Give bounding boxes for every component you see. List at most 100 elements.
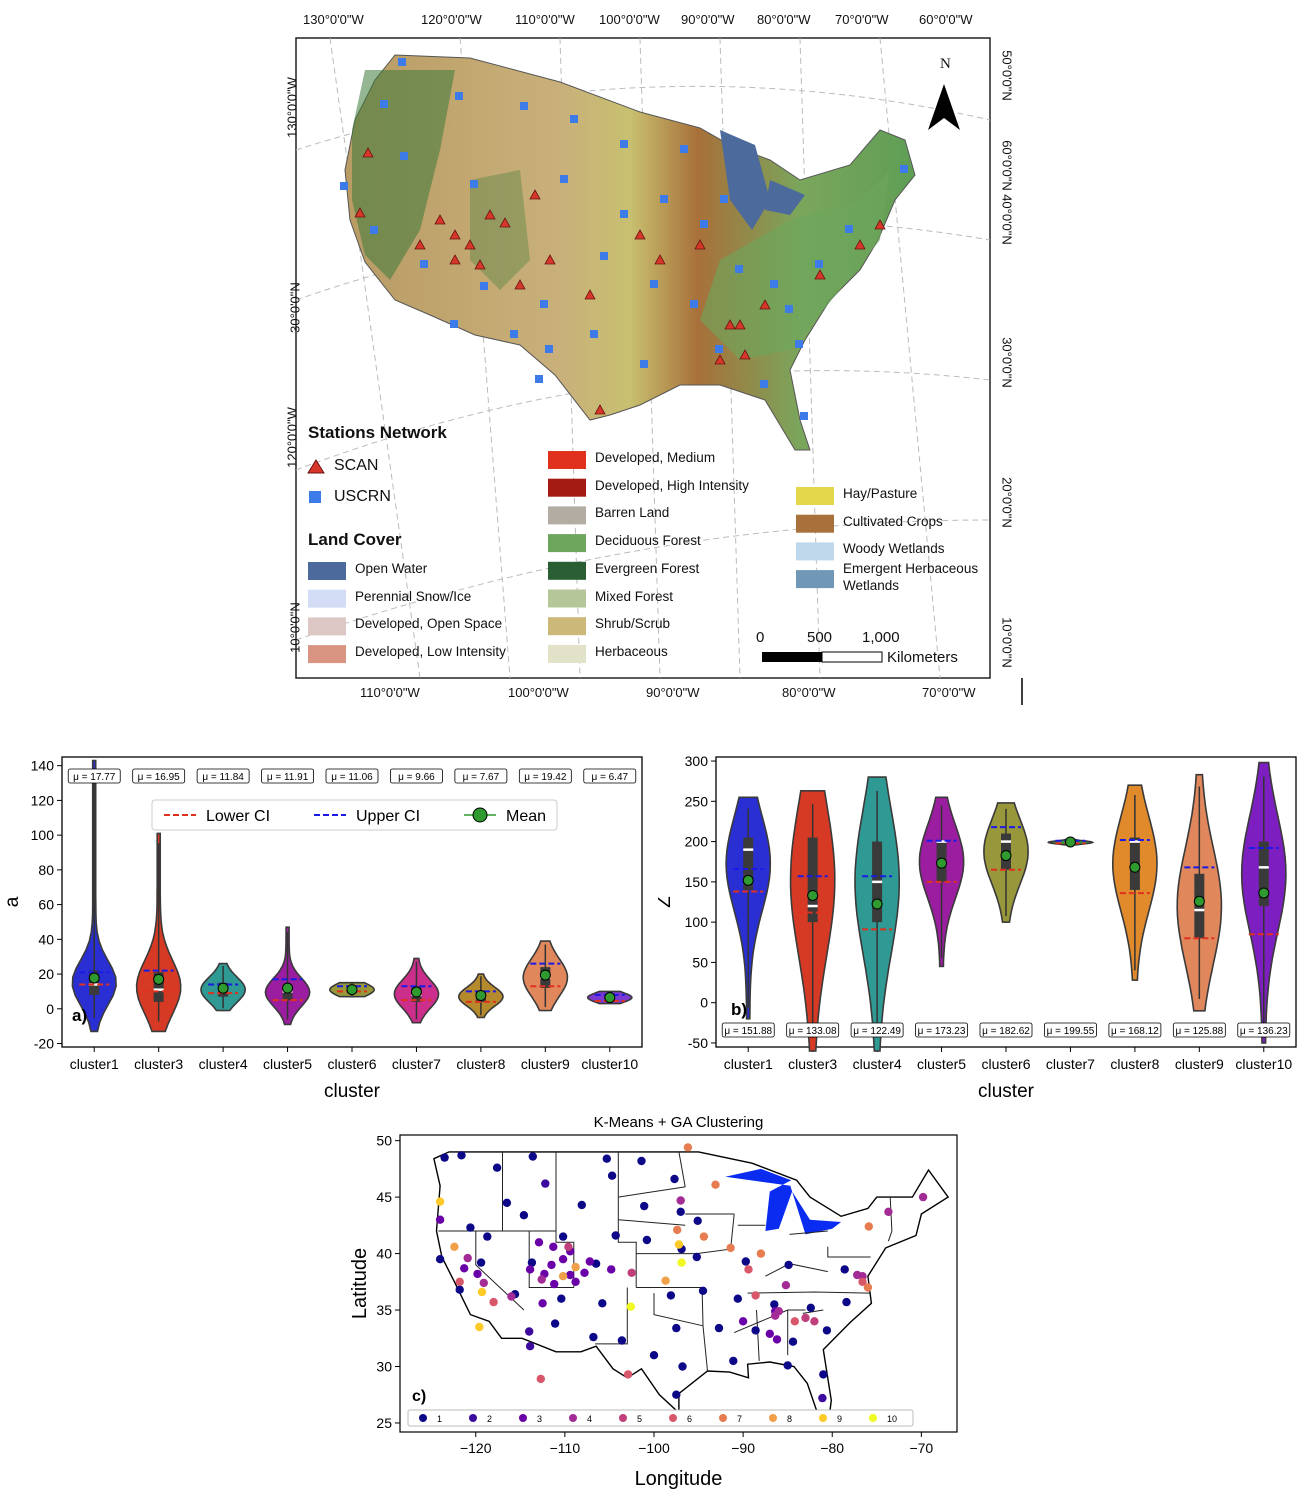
mean-label: μ = 16.95 xyxy=(138,772,181,783)
y-tick-label: 0 xyxy=(700,995,708,1011)
station-point xyxy=(770,1300,779,1309)
station-point xyxy=(466,1223,475,1232)
bottom-longitude-ticks: 110°0'0"W 100°0'0"W 90°0'0"W 80°0'0"W 70… xyxy=(360,685,1020,705)
station-point xyxy=(598,1299,607,1308)
station-point xyxy=(738,1317,748,1326)
x-tick-label: cluster3 xyxy=(788,1056,837,1072)
station-point xyxy=(525,1265,535,1274)
station-point xyxy=(790,1317,799,1326)
y-axis-label: a xyxy=(2,896,23,907)
station-point xyxy=(842,1297,851,1307)
station-point xyxy=(525,1342,535,1351)
station-point xyxy=(577,1200,586,1210)
land-cover-label: Woody Wetlands xyxy=(843,541,945,557)
station-point xyxy=(670,1174,679,1184)
lon-tick: 80°0'0"W xyxy=(782,685,836,700)
station-point xyxy=(806,1303,815,1312)
mean-marker xyxy=(88,972,100,984)
mean-marker xyxy=(1193,895,1205,907)
mean-label-box xyxy=(979,1022,1033,1038)
station-point xyxy=(781,1281,791,1290)
land-cover-swatch xyxy=(548,451,586,469)
cluster-legend-marker xyxy=(569,1414,577,1422)
lat-tick-left: 10°0'0"N xyxy=(287,602,303,653)
mean-marker xyxy=(346,984,358,996)
us-outline xyxy=(433,1151,950,1423)
x-tick-label: cluster4 xyxy=(199,1056,248,1072)
x-axis-label: Longitude xyxy=(635,1468,723,1490)
station-point xyxy=(673,1225,682,1235)
station-point xyxy=(864,1222,873,1231)
station-point xyxy=(884,1207,893,1216)
station-point xyxy=(726,1243,735,1253)
stations-legend-title: Stations Network xyxy=(308,423,447,442)
x-tick-label: cluster7 xyxy=(392,1056,441,1072)
mean-label-box xyxy=(1108,1022,1162,1038)
station-point xyxy=(435,1197,445,1206)
panel-label: c) xyxy=(412,1388,426,1405)
station-point xyxy=(607,1265,616,1274)
state-border xyxy=(756,1309,760,1361)
station-point xyxy=(818,1393,827,1403)
land-cover-label: Developed, Open Space xyxy=(355,616,503,632)
mean-label-box xyxy=(518,768,572,784)
station-point xyxy=(810,1317,819,1326)
land-cover-label: Hay/Pasture xyxy=(843,486,918,501)
land-cover-swatch xyxy=(796,542,834,561)
state-border xyxy=(678,1151,686,1187)
scale-unit: Kilometers xyxy=(887,649,958,666)
station-point xyxy=(744,1265,753,1274)
station-point xyxy=(678,1362,687,1371)
y-tick-label: 200 xyxy=(685,834,709,850)
state-border xyxy=(827,1246,871,1258)
lat-tick-right: 30°0'0"N xyxy=(999,337,1015,388)
cluster-legend-marker xyxy=(619,1414,627,1422)
lon-tick: 110°0'0"W xyxy=(360,685,420,700)
station-point xyxy=(541,1179,550,1188)
land-cover-swatch xyxy=(548,589,586,608)
station-point xyxy=(534,1238,544,1247)
mean-label: μ = 9.66 xyxy=(398,772,435,783)
x-tick-label: cluster9 xyxy=(521,1056,570,1072)
cluster-legend-label: 4 xyxy=(587,1414,592,1424)
uscrn-legend-icon xyxy=(309,491,321,503)
mean-label: μ = 7.67 xyxy=(463,772,500,783)
lon-tick: 100°0'0"W xyxy=(508,685,569,700)
scatter-chart-c: K-Means + GA Clustering −120 −110 −100 −90 −8… xyxy=(349,1114,958,1490)
land-cover-legend-title: Land Cover xyxy=(308,530,402,549)
station-point xyxy=(473,1269,482,1279)
station-point xyxy=(440,1153,449,1162)
station-point xyxy=(528,1152,537,1161)
station-point xyxy=(483,1232,492,1241)
lon-tick: 120°0'0"W xyxy=(421,12,482,27)
mean-marker xyxy=(475,989,487,1001)
station-point xyxy=(699,1232,709,1241)
station-point xyxy=(492,1163,502,1172)
land-cover-label: Cultivated Crops xyxy=(843,513,943,529)
station-point xyxy=(666,1291,676,1300)
station-point xyxy=(683,1143,693,1152)
mean-marker xyxy=(807,889,819,901)
state-border xyxy=(618,1186,686,1198)
station-point xyxy=(463,1253,472,1263)
legend-swatch xyxy=(472,807,488,823)
station-point xyxy=(674,1240,684,1249)
mean-label: μ = 6.47 xyxy=(591,772,628,783)
mean-label-box xyxy=(325,768,379,784)
x-axis-label: cluster xyxy=(978,1081,1035,1102)
violin-chart-a: -20 0 20 40 60 80 100 120 140 cluster1 μ = 17.77 cl… xyxy=(2,756,643,1102)
station-point xyxy=(547,1260,556,1270)
y-tick-label: 60 xyxy=(38,897,54,913)
y-tick-label: 40 xyxy=(376,1246,392,1262)
station-point xyxy=(714,1323,724,1333)
mean-label: μ = 136.23 xyxy=(1240,1026,1288,1037)
y-tick-label: 0 xyxy=(46,1001,54,1017)
station-point xyxy=(672,1390,681,1399)
x-tick-label: cluster8 xyxy=(1110,1056,1159,1072)
violin-iqr-box xyxy=(807,837,818,923)
station-point xyxy=(617,1336,627,1345)
cluster-legend-label: 10 xyxy=(887,1414,897,1424)
station-point xyxy=(589,1332,598,1342)
land-cover-swatch xyxy=(548,561,586,580)
legend-label: Lower CI xyxy=(206,808,270,825)
